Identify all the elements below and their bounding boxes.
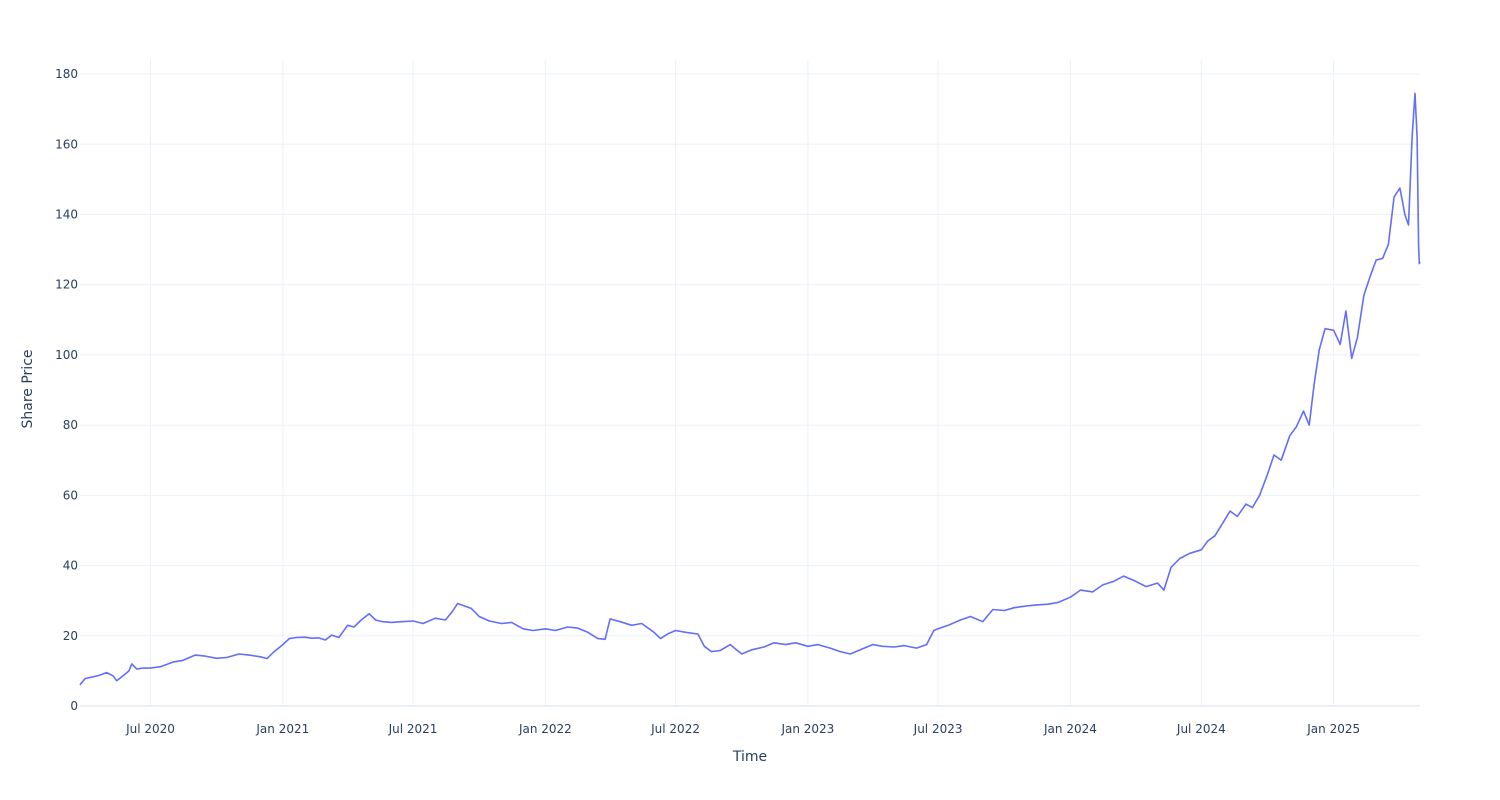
series-group [79,92,1421,686]
y-tick-label: 160 [55,137,78,151]
y-tick-label: 60 [63,488,78,502]
x-tick-label: Jan 2023 [780,722,834,736]
x-axis-title: Time [732,749,767,765]
y-tick-label: 140 [55,207,78,221]
y-tick-label: 20 [63,629,78,643]
gridlines [80,60,1420,707]
y-tick-label: 40 [63,559,78,573]
y-tick-label: 100 [55,348,78,362]
y-axis: 0 20 40 60 80 100 120 140 160 180 [55,67,78,713]
x-tick-label: Jul 2020 [125,722,175,736]
x-tick-label: Jan 2021 [255,722,309,736]
x-tick-label: Jul 2021 [388,722,438,736]
x-tick-label: Jan 2025 [1306,722,1360,736]
x-tick-label: Jul 2023 [913,722,963,736]
x-tick-label: Jul 2024 [1176,722,1226,736]
y-tick-label: 120 [55,278,78,292]
y-tick-label: 80 [63,418,78,432]
x-tick-label: Jul 2022 [650,722,700,736]
price-series-line [79,92,1421,686]
y-tick-label: 0 [70,699,78,713]
y-tick-label: 180 [55,67,78,81]
x-tick-label: Jan 2024 [1043,722,1097,736]
y-axis-title: Share Price [20,349,36,428]
x-tick-label: Jan 2022 [518,722,572,736]
x-axis: Jul 2020 Jan 2021 Jul 2021 Jan 2022 Jul 2022… [125,722,1360,736]
